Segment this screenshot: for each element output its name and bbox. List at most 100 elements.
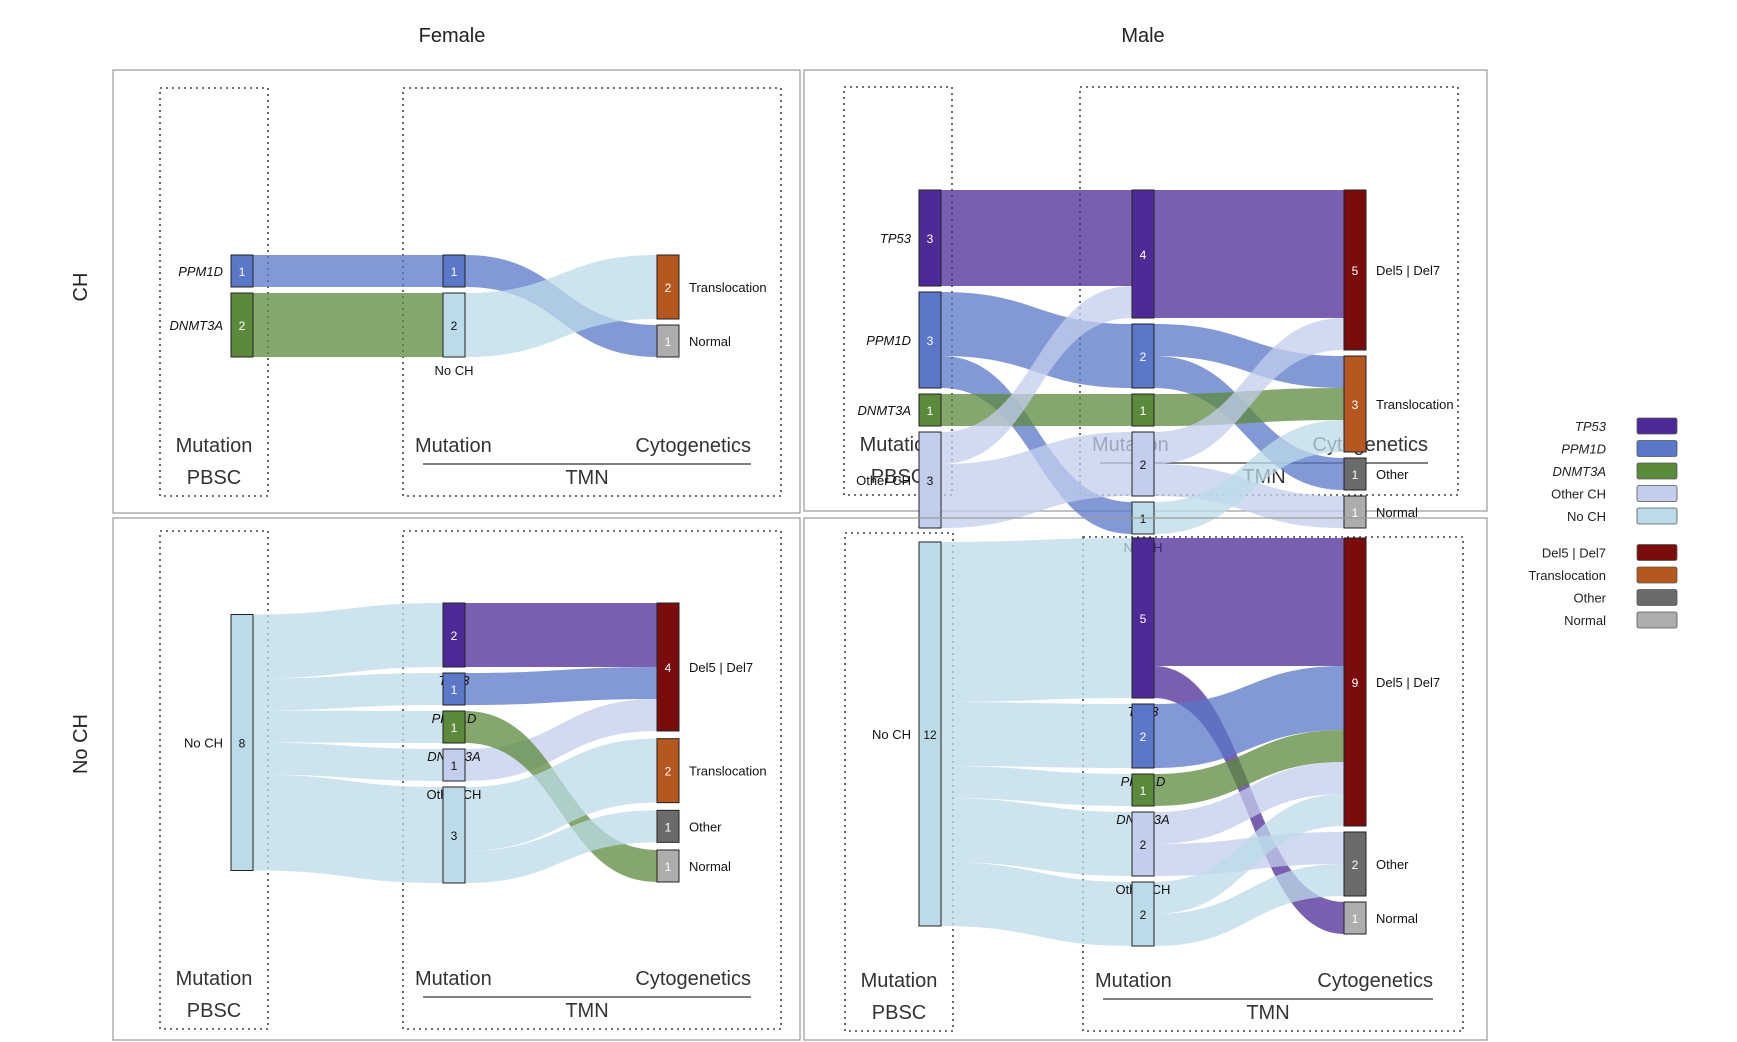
node-label: Normal [1376,911,1418,926]
tmn-cytogenetics-label: Cytogenetics [635,435,751,457]
node-del5-del7: 5 Del5 | Del7 [1343,189,1440,351]
legend-label: Del5 | Del7 [1542,546,1606,561]
node-count: 4 [665,661,672,675]
pbsc-mutation-label: Mutation [176,968,253,990]
node-count: 2 [451,319,458,333]
node-bar [442,292,466,358]
flow-dnmt3a-to-dnmt3a [941,394,1132,426]
node-count: 1 [1140,512,1147,526]
node-bar [442,710,466,744]
node-label: Normal [689,334,731,349]
flow-no-ch-to-tp53 [941,538,1132,702]
node-count: 1 [927,404,934,418]
node-count: 2 [239,319,246,333]
node-no-ch: 12 No CH [872,541,942,927]
node-bar [230,292,254,358]
legend-label: DNMT3A [1553,464,1606,479]
node-normal: 1 Normal [656,849,731,883]
node-bar [442,748,466,782]
node-count: 8 [239,737,246,751]
column-title-female: Female [419,25,486,47]
panel-female-noch: Mutation PBSC Mutation Cytogenetics TMN 8 No C… [112,517,801,1041]
node-count: 1 [1352,468,1359,482]
node-other-ch: 2 [1131,431,1155,497]
flow-no-ch-to-translocation [465,255,657,357]
node-bar [656,602,680,732]
node-tp53: 3 TP53 [880,189,942,287]
node-count: 2 [1140,908,1147,922]
node-no-ch: 8 No CH [184,614,254,871]
pbsc-box [159,530,269,1030]
node-label: Other CH [856,473,911,488]
legend-swatch [1636,417,1678,435]
flow-tp53-to-tp53 [941,190,1132,286]
flow-other-ch-to-tp53 [941,286,1132,464]
node-other: 2 Other [1343,831,1409,897]
legend-item-other: Other [1573,589,1678,606]
node-bar [918,189,942,287]
flows [253,603,657,883]
flow-no-ch-to-dnmt3a [941,766,1132,806]
tmn-mutation-label: Mutation [415,968,492,990]
node-normal: 1 Normal [1343,901,1418,935]
tmn-mutation-label: Mutation [1095,970,1172,992]
flow-ppm1d-to-ppm1d [941,292,1132,388]
node-label: Translocation [689,280,767,295]
pbsc-label: PBSC [872,1002,926,1024]
legend-label: No CH [1567,509,1606,524]
node-label: Normal [689,859,731,874]
node-bar [1131,703,1155,769]
pbsc-mutation-label: Mutation [860,434,937,456]
flow-dnmt3a-to-del5-del7 [1154,730,1344,806]
node-label: PPM1D [178,264,223,279]
legend-item-translocation: Translocation [1528,566,1678,584]
node-del5-del7: 4 Del5 | Del7 [656,602,753,732]
row-title-noch: No CH [70,714,92,774]
node-count: 2 [1140,730,1147,744]
pbsc-label: PBSC [871,466,925,488]
node-bar [918,291,942,389]
flow-ppm1d-to-ppm1d [253,255,443,287]
node-bar [442,602,466,668]
node-count: 2 [1140,838,1147,852]
node-normal: 1 Normal [1343,495,1418,529]
node-label: DNMT3A [170,318,223,333]
legend-swatch [1636,611,1678,629]
flow-no-ch-to-other-ch [941,798,1132,876]
node-ppm1d: 1 [442,254,466,288]
node-no-ch: 3 [442,786,466,884]
flow-no-ch-to-other [1154,864,1344,946]
tmn-cytogenetics-label: Cytogenetics [1317,970,1433,992]
node-translocation: 3 Translocation [1343,355,1454,453]
node-count: 3 [451,829,458,843]
pbsc-label: PBSC [187,467,241,489]
node-bar [1131,431,1155,497]
node-count: 1 [451,265,458,279]
pbsc-box [843,86,953,496]
node-label: TP53 [880,231,912,246]
node-count: 2 [1352,858,1359,872]
flow-tp53-to-del5-del7 [1154,538,1344,666]
node-normal: 1 Normal [656,324,731,358]
flow-no-ch-to-ppm1d [253,673,443,711]
node-bar [442,254,466,288]
panel-frame [112,69,801,514]
flow-no-ch-to-no-ch [253,774,443,883]
legend-label: TP53 [1575,419,1607,434]
node-count: 3 [1352,398,1359,412]
flow-ppm1d-to-del5-del7 [465,667,657,705]
node-bar [656,254,680,320]
flow-other-ch-to-del5-del7 [465,699,657,781]
node-bar [918,393,942,427]
node-bar [442,786,466,884]
flow-no-ch-to-translocation [465,738,657,851]
node-bar [656,849,680,883]
node-count: 4 [1140,248,1147,262]
legend-swatch [1636,566,1678,584]
node-count: 1 [1352,912,1359,926]
tmn-label: TMN [565,467,608,489]
node-other: 1 Other [1343,457,1409,491]
legend-swatch [1636,462,1678,480]
